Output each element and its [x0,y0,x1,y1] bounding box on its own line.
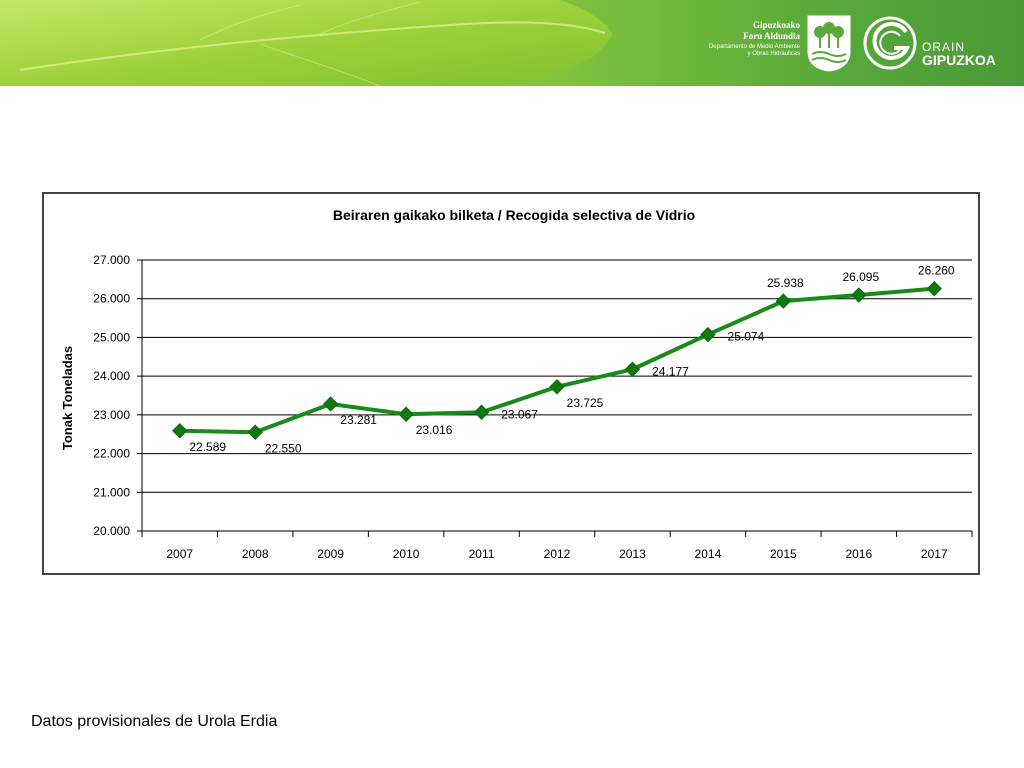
chart-title: Beiraren gaikako bilketa / Recogida sele… [333,207,695,223]
y-tick-label: 20.000 [93,524,130,538]
x-tick-label: 2011 [469,547,495,561]
y-tick-label: 23.000 [93,408,130,422]
dept-name-line1: Departamento de Medio Ambiente [708,44,800,50]
x-tick-label: 2013 [619,547,646,561]
org-name-line1: Gipuzkoako [752,20,800,30]
footnote: Datos provisionales de Urola Erdia [31,713,278,730]
series-line [179,286,935,435]
x-tick-label: 2017 [921,547,948,561]
x-tick-label: 2012 [544,547,571,561]
y-tick-label: 22.000 [93,447,130,461]
data-point-marker [322,396,339,412]
chart-frame: Beiraren gaikako bilketa / Recogida sele… [42,192,980,575]
y-tick-label: 25.000 [93,330,130,344]
x-tick-label: 2008 [242,547,269,561]
orain-g-logo-icon [863,16,917,70]
x-tick-label: 2014 [695,547,722,561]
data-point-marker [926,280,942,297]
data-point-marker [775,293,792,309]
data-point-marker [172,423,188,439]
data-point-marker [398,406,414,422]
y-tick-label: 27.000 [93,253,130,267]
data-label: 26.260 [918,264,955,278]
data-point-marker [700,326,716,343]
header-banner: Gipuzkoako Foru Aldundia Departamento de… [0,0,1024,86]
data-point-marker [624,361,641,377]
data-label: 26.095 [842,270,879,284]
data-label: 22.550 [265,441,302,455]
brand-orain: ORAIN [922,40,966,54]
data-label: 23.281 [340,413,377,427]
x-tick-label: 2016 [845,547,872,561]
y-tick-label: 26.000 [93,292,130,306]
y-tick-label: 24.000 [93,369,130,383]
data-point-marker [473,404,490,420]
line-chart: Beiraren gaikako bilketa / Recogida sele… [60,207,973,561]
data-point-marker [247,424,263,440]
leaf-decoration [0,0,612,86]
data-label: 24.177 [652,364,689,378]
x-tick-label: 2010 [393,547,420,561]
x-tick-label: 2007 [166,547,193,561]
data-point-marker [549,379,565,395]
crest-icon [807,15,851,72]
x-tick-label: 2015 [770,547,797,561]
org-name-line2: Foru Aldundia [743,31,800,41]
data-label: 22.589 [189,440,226,454]
data-label: 23.725 [567,396,604,410]
x-tick-label: 2009 [317,547,344,561]
data-label: 23.067 [501,407,538,421]
data-point-marker [851,287,867,303]
dept-name-line2: y Obras Hidráulicas [747,51,800,57]
data-label: 25.938 [767,276,804,290]
brand-gipuzkoa: GIPUZKOA [922,52,996,68]
data-label: 23.016 [416,423,453,437]
y-tick-label: 21.000 [93,485,130,499]
data-label: 25.074 [728,330,765,344]
y-axis-label: Tonak Toneladas [60,346,75,450]
